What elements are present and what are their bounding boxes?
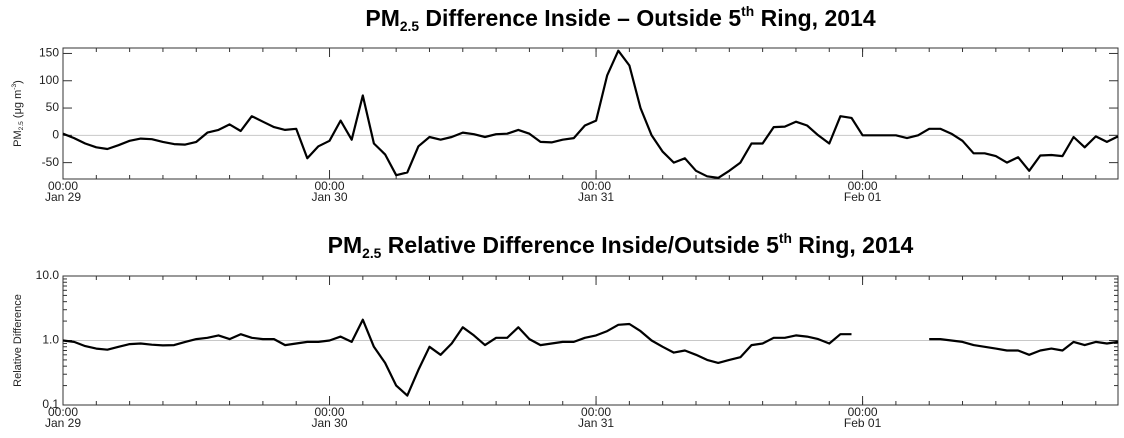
- y-axis-label: PM2.5 (μg m-3): [11, 80, 25, 147]
- text-part: 2.5: [362, 246, 382, 261]
- x-tick-date: Feb 01: [844, 416, 882, 430]
- x-tick-date: Jan 30: [312, 416, 348, 430]
- text-part: Ring, 2014: [754, 5, 876, 31]
- text-part: 2.5: [18, 121, 25, 130]
- chart-title: PM2.5 Relative Difference Inside/Outside…: [328, 231, 914, 261]
- data-line: [62, 318, 1119, 397]
- text-part: Relative Difference Inside/Outside 5: [381, 232, 779, 258]
- x-tick-date: Jan 31: [578, 416, 614, 430]
- text-part: 2.5: [400, 19, 420, 34]
- text-part: Relative Difference: [12, 294, 24, 387]
- x-tick-date: Jan 30: [312, 190, 348, 204]
- y-tick-label: 100: [39, 73, 59, 87]
- text-part: th: [779, 231, 792, 246]
- x-tick-label: 00:00: [315, 179, 345, 193]
- x-tick-date: Jan 29: [45, 416, 81, 430]
- y-tick-label: 50: [46, 100, 60, 114]
- x-tick-label: 00:00: [48, 405, 78, 419]
- x-tick-label: 00:00: [848, 405, 878, 419]
- y-tick-label: 10.0: [36, 268, 60, 282]
- text-part: PM: [365, 5, 400, 31]
- x-tick-date: Jan 29: [45, 190, 81, 204]
- x-tick-label: 00:00: [315, 405, 345, 419]
- data-line: [62, 49, 1119, 179]
- y-tick-label: -50: [42, 155, 60, 169]
- chart-title: PM2.5 Difference Inside – Outside 5th Ri…: [365, 4, 875, 34]
- x-tick-label: 00:00: [581, 405, 611, 419]
- plot-frame: [62, 47, 1119, 180]
- y-tick-label: 0: [52, 128, 59, 142]
- y-axis-label: Relative Difference: [12, 294, 24, 387]
- text-part: PM: [12, 130, 24, 147]
- y-tick-label: 150: [39, 46, 59, 60]
- text-part: Difference Inside – Outside 5: [419, 5, 741, 31]
- text-part: ): [12, 80, 24, 84]
- text-part: -3: [11, 84, 18, 90]
- x-tick-label: 00:00: [581, 179, 611, 193]
- text-part: th: [741, 4, 754, 19]
- x-tick-date: Feb 01: [844, 190, 882, 204]
- text-part: PM: [328, 232, 363, 258]
- text-part: Ring, 2014: [792, 232, 914, 258]
- x-tick-label: 00:00: [48, 179, 78, 193]
- x-tick-label: 00:00: [848, 179, 878, 193]
- text-part: (μg m: [12, 90, 24, 121]
- y-tick-label: 1.0: [42, 333, 59, 347]
- x-tick-date: Jan 31: [578, 190, 614, 204]
- y-tick-label: 0.1: [42, 397, 59, 411]
